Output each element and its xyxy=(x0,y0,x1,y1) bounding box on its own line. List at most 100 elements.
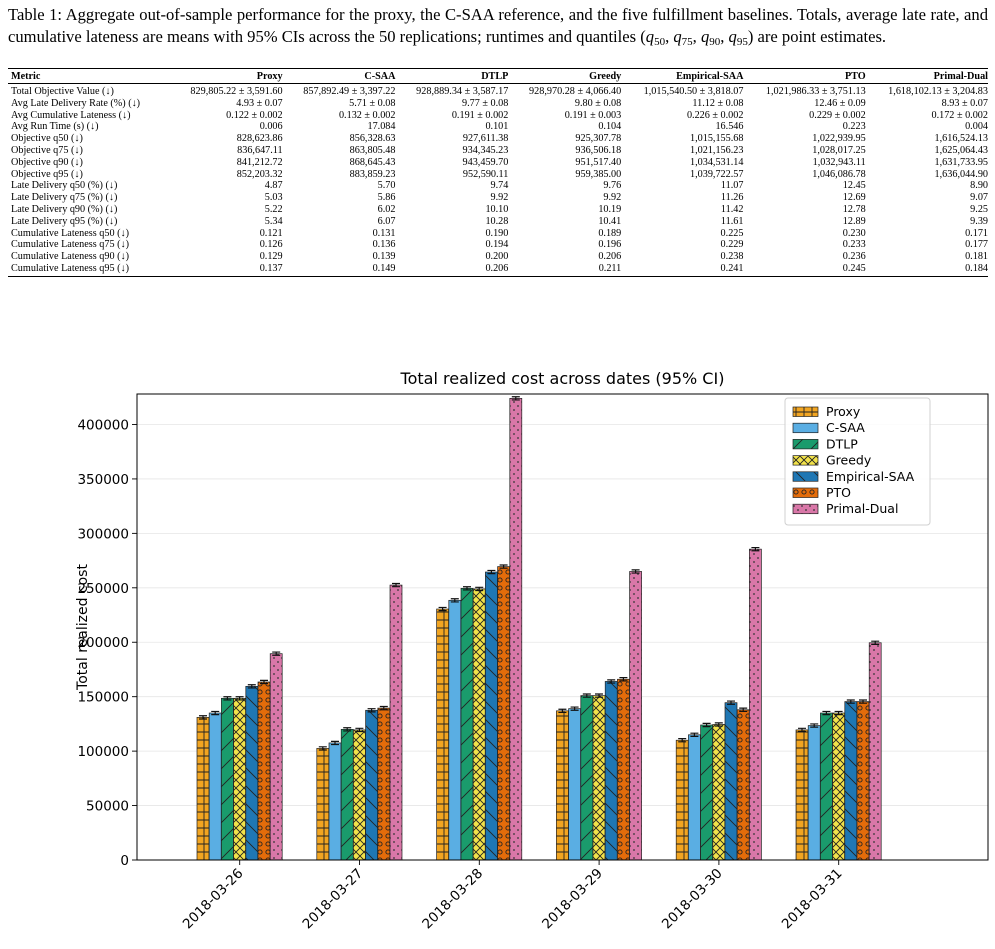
value-cell: 0.238 xyxy=(720,251,744,263)
bar xyxy=(736,709,750,861)
bar xyxy=(365,709,378,861)
value-cell: 0.136 xyxy=(372,239,396,251)
value-cell: 0.233 xyxy=(842,239,866,251)
table-row: Late Delivery q90 (%) (↓) 5.22 6.02 10.10 10… xyxy=(8,204,988,216)
legend-label: Empirical-SAA xyxy=(826,469,915,484)
bar xyxy=(497,566,510,861)
results-table: Metric Proxy C-SAA DTLP Greedy Empirical-SAA P… xyxy=(8,68,988,277)
value-cell: 0.181 xyxy=(965,251,988,263)
value-cell: 0.229 xyxy=(720,239,744,251)
value-cell: 1,039,722.57 xyxy=(689,168,744,180)
error-bar xyxy=(379,705,388,711)
value-cell: 1,022,939.95 xyxy=(812,133,866,145)
value-cell: 883,859.23 xyxy=(349,168,396,180)
value-cell: 16.546 xyxy=(715,121,744,133)
y-tick-label: 400000 xyxy=(77,417,129,433)
value-cell: 0.226 ± 0.002 xyxy=(686,109,744,121)
x-tick-label: 2018-03-26 xyxy=(180,866,247,933)
legend-label: C-SAA xyxy=(826,420,865,435)
value-cell: 10.19 xyxy=(598,203,622,215)
value-cell: 868,645.43 xyxy=(349,156,396,168)
error-bar xyxy=(595,693,603,698)
error-bar xyxy=(834,710,843,716)
value-cell: 1,032,943.11 xyxy=(812,156,866,168)
value-cell: 5.70 xyxy=(377,180,396,192)
bar xyxy=(448,599,462,861)
value-cell: 829,805.22 ± 3,591.60 xyxy=(190,86,283,97)
value-cell: 1,015,155.68 xyxy=(689,133,744,145)
value-cell: 11.12 ± 0.08 xyxy=(692,97,744,109)
error-bar xyxy=(367,708,376,713)
caption-label: Table 1: xyxy=(8,5,63,24)
table-row: Late Delivery q95 (%) (↓) 5.34 6.07 10.28 10… xyxy=(8,216,988,228)
value-cell: 4.87 xyxy=(264,180,283,192)
metric-name-cell: Avg Run Time (s) (↓) xyxy=(11,121,99,133)
value-cell: 9.92 xyxy=(603,192,622,204)
metric-name-cell: Avg Late Delivery Rate (%) (↓) xyxy=(11,97,141,109)
value-cell: 852,203.32 xyxy=(236,168,283,180)
error-bar xyxy=(211,710,220,716)
error-bar xyxy=(450,598,459,603)
bar xyxy=(629,571,642,861)
column-header: Metric xyxy=(8,68,170,84)
value-cell: 9.74 xyxy=(490,180,509,192)
error-bar xyxy=(798,727,806,733)
metric-name-cell: Objective q50 (↓) xyxy=(11,133,83,145)
value-cell: 10.41 xyxy=(598,215,622,227)
value-cell: 0.194 xyxy=(485,239,509,251)
metric-name-cell: Objective q95 (↓) xyxy=(11,168,83,180)
value-cell: 11.42 xyxy=(720,203,744,215)
value-cell: 9.77 ± 0.08 xyxy=(462,97,509,109)
error-bar xyxy=(223,696,232,701)
error-bar xyxy=(859,699,867,704)
y-tick-label: 50000 xyxy=(86,799,129,815)
error-bar xyxy=(631,569,640,574)
bar xyxy=(196,717,210,861)
metric-name-cell: Objective q75 (↓) xyxy=(11,144,83,156)
metric-name-cell: Late Delivery q50 (%) (↓) xyxy=(11,180,118,192)
bar xyxy=(460,587,474,861)
value-cell: 857,892.49 ± 3,397.22 xyxy=(303,86,396,97)
value-cell: 0.184 xyxy=(865,262,988,277)
table-row: Cumulative Lateness q75 (↓) 0.126 0.136 0.1… xyxy=(8,239,988,251)
value-cell: 836,647.11 xyxy=(237,144,283,156)
bar xyxy=(389,584,403,861)
q50-symbol: q xyxy=(645,26,655,46)
value-cell: 1,616,524.13 xyxy=(934,133,988,145)
q95-symbol: q xyxy=(728,26,737,46)
column-header: Primal-Dual xyxy=(865,68,988,84)
metric-name-cell: Total Objective Value (↓) xyxy=(11,86,114,97)
error-bar xyxy=(619,677,628,682)
value-cell: 12.89 xyxy=(842,215,866,227)
value-cell: 0.241 xyxy=(621,262,744,277)
value-cell: 8.93 ± 0.07 xyxy=(941,97,988,109)
bar xyxy=(795,729,809,861)
error-bar xyxy=(739,707,748,712)
table-row: Late Delivery q75 (%) (↓) 5.03 5.86 9.92 9.9… xyxy=(8,192,988,204)
value-cell: 9.39 xyxy=(970,215,988,227)
x-tick-label: 2018-03-28 xyxy=(419,866,486,933)
x-tick-label: 2018-03-31 xyxy=(779,866,846,933)
legend-swatch xyxy=(792,422,819,434)
error-bar xyxy=(272,651,281,656)
table-body: Total Objective Value (↓) 829,805.22 ± 3,… xyxy=(8,84,988,277)
value-cell: 925,307.78 xyxy=(575,133,622,145)
value-cell: 12.46 ± 0.09 xyxy=(814,97,866,109)
value-cell: 0.230 xyxy=(842,227,866,239)
metric-name-cell: Late Delivery q95 (%) (↓) xyxy=(11,215,118,227)
legend-label: Primal-Dual xyxy=(826,501,898,516)
bar xyxy=(245,685,259,861)
value-cell: 934,345.23 xyxy=(462,144,509,156)
value-cell: 1,034,531.14 xyxy=(689,156,744,168)
value-cell: 0.245 xyxy=(743,262,866,277)
table-header-row: Metric Proxy C-SAA DTLP Greedy Empirical-SAA P… xyxy=(8,68,988,84)
error-bar xyxy=(702,722,711,728)
bar xyxy=(208,712,222,861)
value-cell: 0.004 xyxy=(965,121,988,133)
table-row: Avg Cumulative Lateness (↓) 0.122 ± 0.002… xyxy=(8,110,988,122)
legend-label: PTO xyxy=(826,485,851,500)
column-header: Empirical-SAA xyxy=(621,68,744,84)
bar xyxy=(221,697,234,861)
legend-label: Greedy xyxy=(826,453,872,468)
bar xyxy=(604,681,618,861)
